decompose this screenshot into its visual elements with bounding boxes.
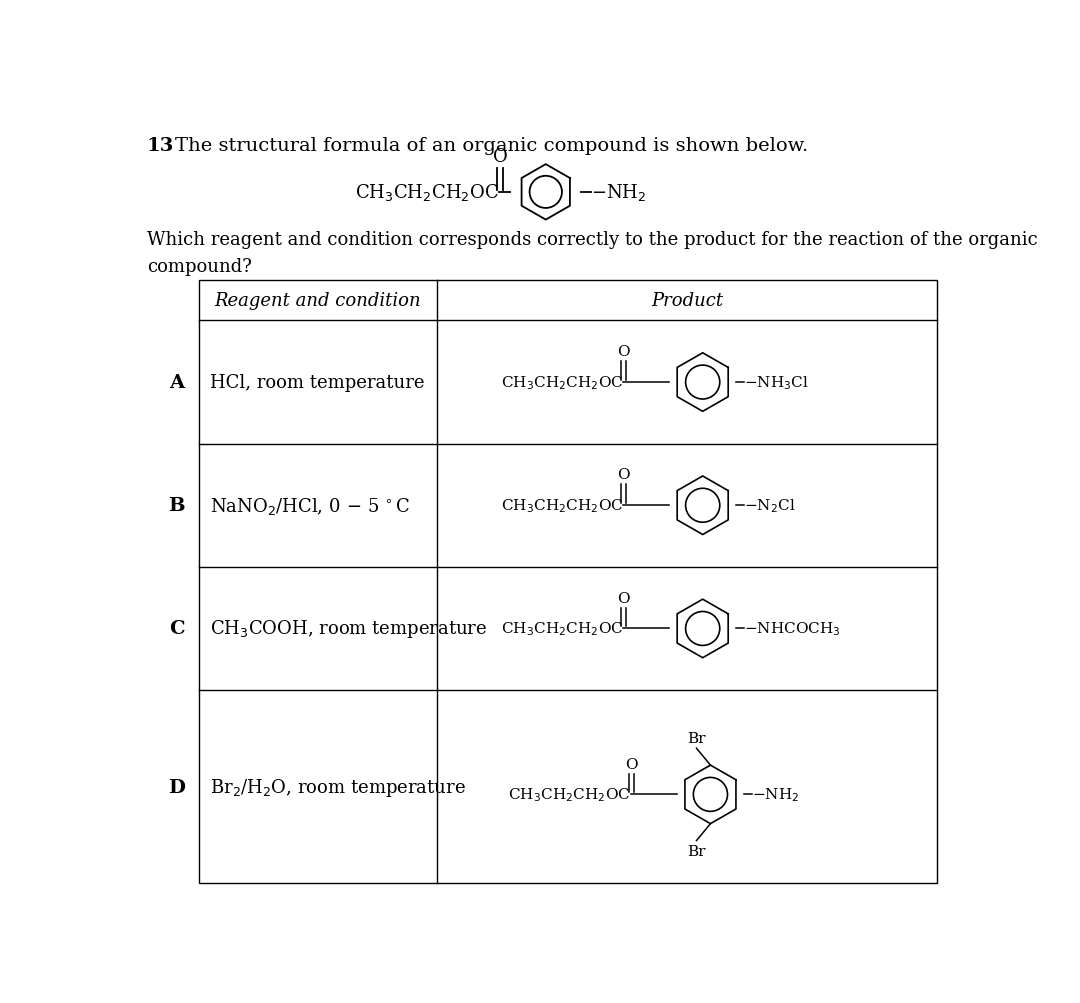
Text: O: O — [618, 345, 630, 359]
Text: B: B — [168, 496, 185, 515]
Text: Which reagent and condition corresponds correctly to the product for the reactio: Which reagent and condition corresponds … — [147, 231, 1038, 276]
Text: O: O — [618, 468, 630, 481]
Text: $-$NH$_3$Cl: $-$NH$_3$Cl — [744, 374, 809, 391]
Text: $-$NHCOCH$_3$: $-$NHCOCH$_3$ — [744, 620, 840, 638]
Text: CH$_3$CH$_2$CH$_2$OC: CH$_3$CH$_2$CH$_2$OC — [500, 620, 623, 638]
Bar — [199, 281, 937, 884]
Text: CH$_3$CH$_2$CH$_2$OC: CH$_3$CH$_2$CH$_2$OC — [355, 183, 499, 204]
Text: D: D — [168, 778, 186, 796]
Text: C: C — [170, 620, 185, 638]
Text: The structural formula of an organic compound is shown below.: The structural formula of an organic com… — [175, 137, 809, 155]
Text: $-$NH$_2$: $-$NH$_2$ — [752, 785, 799, 803]
Text: 13: 13 — [147, 137, 174, 155]
Text: Br$_2$/H$_2$O, room temperature: Br$_2$/H$_2$O, room temperature — [211, 776, 467, 798]
Text: CH$_3$CH$_2$CH$_2$OC: CH$_3$CH$_2$CH$_2$OC — [509, 785, 631, 803]
Text: NaNO$_2$/HCl, 0$\,-\,$5$\,^\circ$C: NaNO$_2$/HCl, 0$\,-\,$5$\,^\circ$C — [211, 495, 410, 517]
Text: CH$_3$CH$_2$CH$_2$OC: CH$_3$CH$_2$CH$_2$OC — [500, 374, 623, 391]
Text: O: O — [625, 756, 637, 770]
Text: O: O — [618, 591, 630, 605]
Text: CH$_3$CH$_2$CH$_2$OC: CH$_3$CH$_2$CH$_2$OC — [500, 496, 623, 515]
Text: HCl, room temperature: HCl, room temperature — [211, 374, 424, 391]
Text: A: A — [170, 374, 185, 391]
Text: Product: Product — [651, 292, 724, 310]
Text: $-$NH$_2$: $-$NH$_2$ — [591, 183, 646, 204]
Text: Br: Br — [687, 844, 705, 858]
Text: Br: Br — [687, 731, 705, 745]
Text: $-$N$_2$Cl: $-$N$_2$Cl — [744, 496, 795, 515]
Text: O: O — [492, 147, 508, 165]
Text: Reagent and condition: Reagent and condition — [215, 292, 421, 310]
Text: CH$_3$COOH, room temperature: CH$_3$COOH, room temperature — [211, 618, 487, 640]
